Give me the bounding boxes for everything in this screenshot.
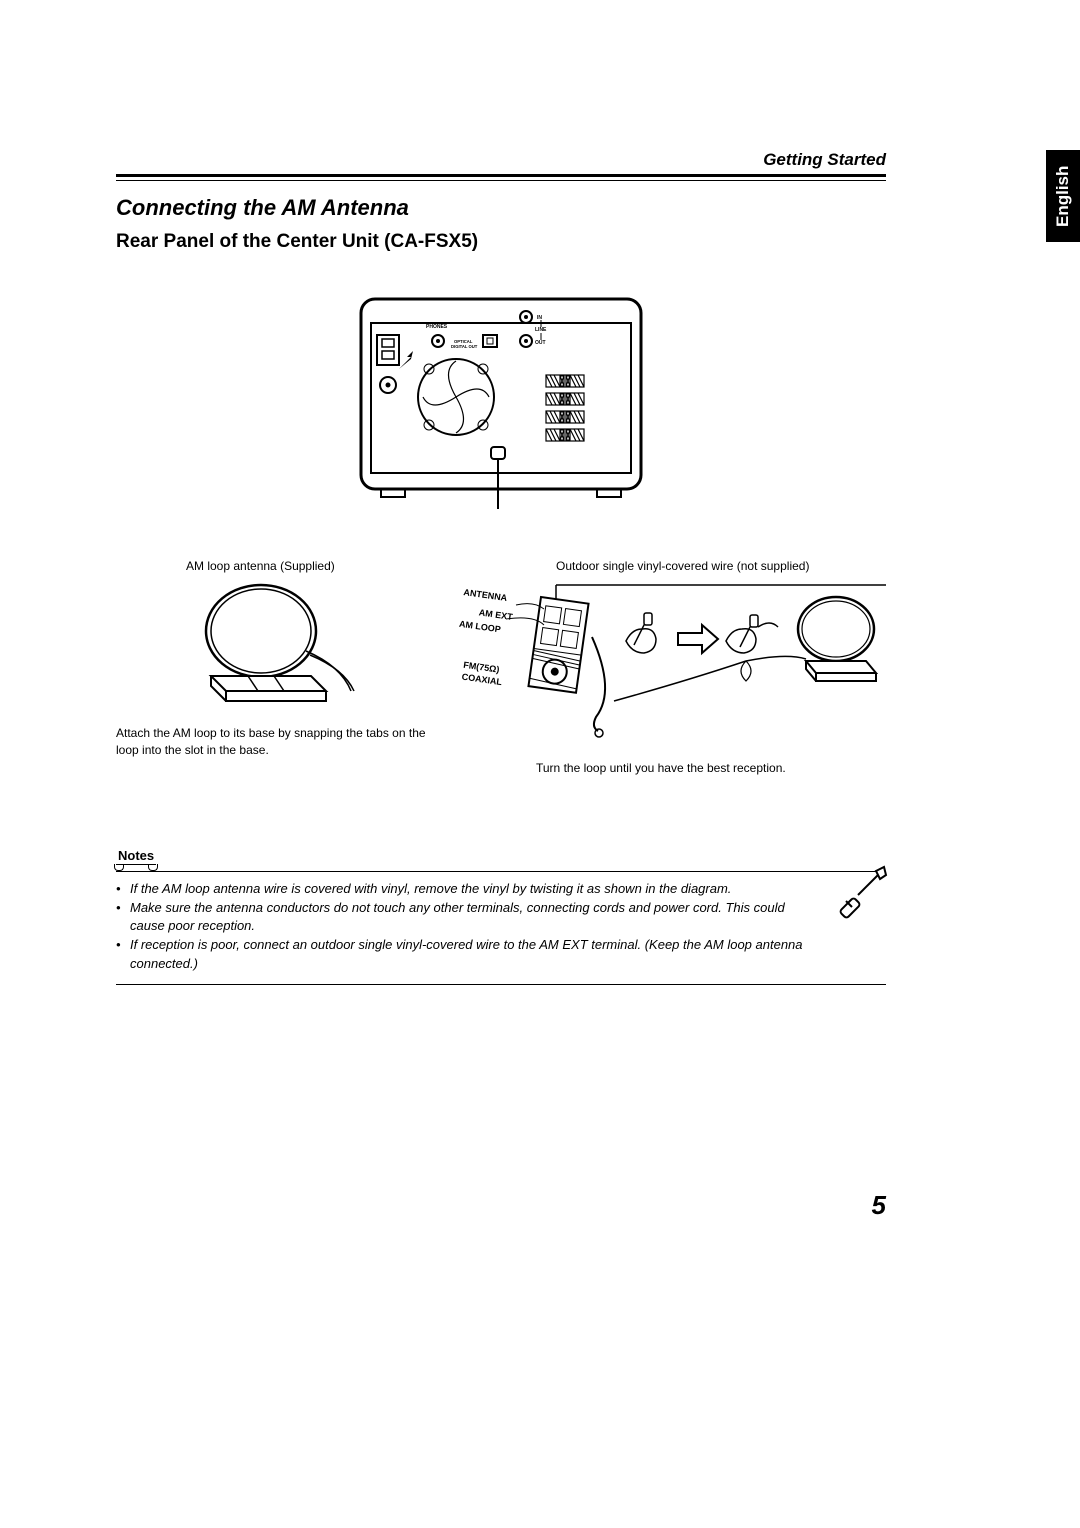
note-item: Make sure the antenna conductors do not … [116, 899, 806, 937]
label-out: OUT [535, 340, 546, 346]
divider-thick [116, 174, 886, 177]
page-number: 5 [872, 1190, 886, 1221]
label-line: LINE [535, 327, 547, 333]
note-item: If the AM loop antenna wire is covered w… [116, 880, 806, 899]
notes-list: If the AM loop antenna wire is covered w… [116, 880, 806, 974]
section-heading: Connecting the AM Antenna [116, 195, 886, 221]
sub-heading: Rear Panel of the Center Unit (CA-FSX5) [116, 231, 886, 253]
caption-am-loop: AM loop antenna (Supplied) [186, 559, 426, 573]
breadcrumb-text: Getting Started [763, 150, 886, 170]
note-item: If reception is poor, connect an outdoor… [116, 936, 806, 974]
label-in: IN [537, 315, 542, 321]
label-phones: PHONES [426, 324, 448, 330]
page-content: Getting Started Connecting the AM Antenn… [116, 150, 886, 985]
caption-turn-loop: Turn the loop until you have the best re… [536, 760, 886, 777]
divider-thin [116, 180, 886, 181]
caption-attach: Attach the AM loop to its base by snappi… [116, 725, 426, 759]
label-am-loop: AM LOOP [458, 619, 501, 635]
notes-divider-bottom [116, 984, 886, 985]
notes-label: Notes [116, 848, 156, 865]
breadcrumb: Getting Started [116, 150, 886, 174]
label-digital-out: DIGITAL OUT [451, 344, 478, 349]
notes-divider-top [116, 871, 886, 872]
language-tab: English [1046, 150, 1080, 242]
connection-column: Outdoor single vinyl-covered wire (not s… [446, 559, 886, 777]
label-am-ext: AM EXT [478, 607, 514, 622]
am-loop-diagram [186, 581, 356, 711]
am-loop-column: AM loop antenna (Supplied) Attach the AM… [116, 559, 426, 777]
caption-outdoor-wire: Outdoor single vinyl-covered wire (not s… [556, 559, 886, 573]
screwdriver-icon [836, 863, 892, 919]
notes-section: Notes If the AM loop antenna wire is cov… [116, 847, 886, 985]
rear-panel-diagram: PHONES OPTICAL DIGITAL OUT IN LINE OUT [351, 289, 651, 509]
label-antenna: ANTENNA [463, 587, 508, 603]
connection-diagram: ANTENNA AM EXT AM LOOP FM(75Ω) COAXIAL [446, 581, 886, 741]
